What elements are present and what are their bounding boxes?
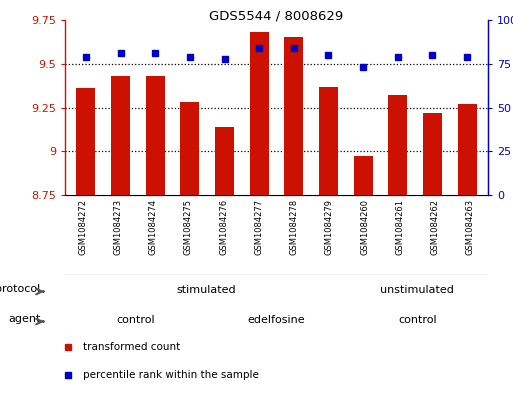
- Text: GSM1084262: GSM1084262: [430, 199, 440, 255]
- Text: GDS5544 / 8008629: GDS5544 / 8008629: [209, 10, 344, 23]
- Text: GSM1084277: GSM1084277: [254, 199, 263, 255]
- Bar: [284, 37, 303, 195]
- Text: transformed count: transformed count: [83, 342, 180, 352]
- Text: GSM1084279: GSM1084279: [325, 199, 334, 255]
- Bar: [423, 113, 442, 195]
- Text: control: control: [398, 315, 437, 325]
- Text: GSM1084261: GSM1084261: [396, 199, 404, 255]
- Bar: [388, 95, 407, 195]
- Text: protocol: protocol: [0, 283, 41, 294]
- Bar: [250, 32, 269, 195]
- Text: GSM1084263: GSM1084263: [466, 199, 475, 255]
- Text: GSM1084275: GSM1084275: [184, 199, 193, 255]
- Bar: [111, 76, 130, 195]
- Text: unstimulated: unstimulated: [381, 285, 455, 295]
- Text: agent: agent: [8, 314, 41, 323]
- Text: percentile rank within the sample: percentile rank within the sample: [83, 369, 259, 380]
- Text: stimulated: stimulated: [176, 285, 236, 295]
- Bar: [146, 76, 165, 195]
- Text: GSM1084274: GSM1084274: [149, 199, 157, 255]
- Text: GSM1084260: GSM1084260: [360, 199, 369, 255]
- Text: edelfosine: edelfosine: [248, 315, 305, 325]
- Bar: [181, 102, 200, 195]
- Bar: [319, 86, 338, 195]
- Bar: [76, 88, 95, 195]
- Bar: [353, 156, 372, 195]
- Text: GSM1084272: GSM1084272: [78, 199, 87, 255]
- Text: GSM1084278: GSM1084278: [290, 199, 299, 255]
- Bar: [215, 127, 234, 195]
- Text: GSM1084273: GSM1084273: [113, 199, 123, 255]
- Text: control: control: [116, 315, 155, 325]
- Text: GSM1084276: GSM1084276: [219, 199, 228, 255]
- Bar: [458, 104, 477, 195]
